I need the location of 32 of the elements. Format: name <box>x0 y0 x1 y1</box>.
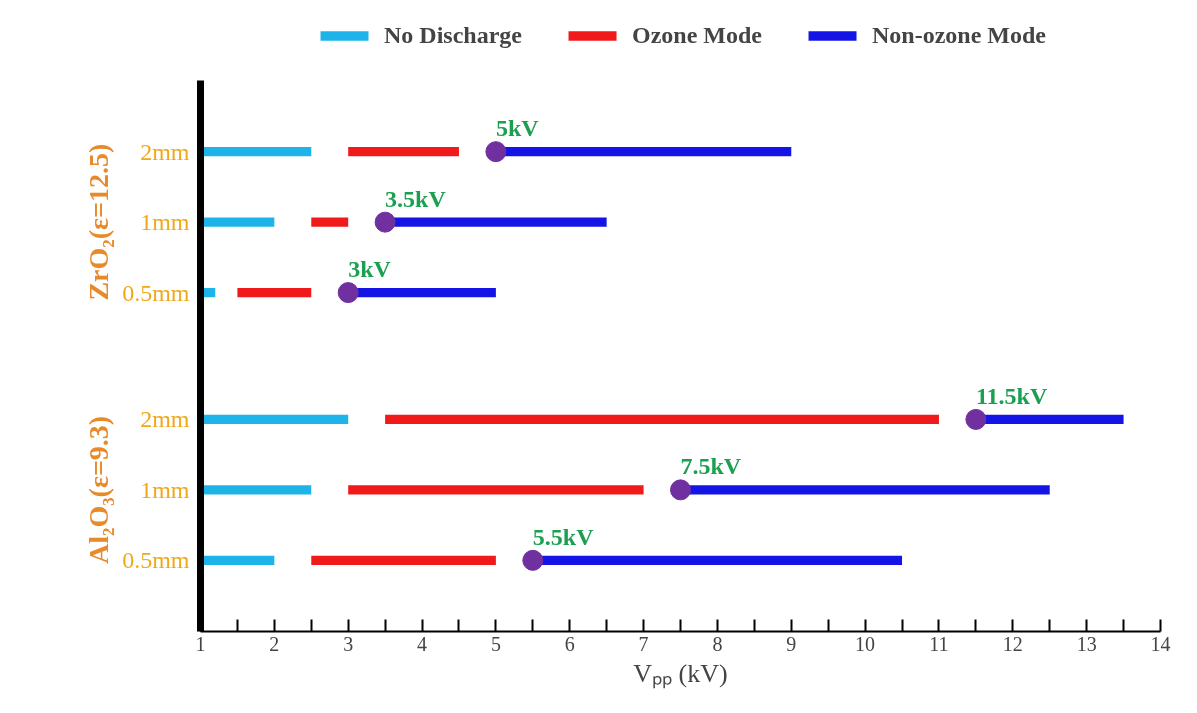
y-tick-label: 1mm <box>140 209 190 236</box>
x-tick-label: 2 <box>269 632 280 655</box>
x-axis-title: Vₚₚ (kV) <box>633 658 728 689</box>
data-label: 3kV <box>348 256 392 283</box>
text: Al₂O₃(ε=9.3) <box>83 415 115 564</box>
x-tick-label: 8 <box>712 632 723 655</box>
x-tick-label: 10 <box>855 632 876 655</box>
legend-label: Non-ozone Mode <box>871 21 1046 49</box>
legend-label: No Discharge <box>384 21 523 49</box>
x-tick-label: 14 <box>1150 632 1171 655</box>
legend-label: Ozone Mode <box>632 21 762 49</box>
y-tick-label: 0.5mm <box>122 279 190 306</box>
x-tick-label: 12 <box>1002 632 1023 655</box>
y-tick-label: 0.5mm <box>122 547 190 574</box>
y-tick-label: 2mm <box>140 138 190 165</box>
data-label: 7.5kV <box>680 453 742 480</box>
x-tick-label: 5 <box>490 632 501 655</box>
x-tick-label: 4 <box>417 632 428 655</box>
data-label: 11.5kV <box>975 382 1048 409</box>
x-tick-label: 7 <box>638 632 649 655</box>
data-label: 3.5kV <box>385 185 447 212</box>
x-tick-label: 13 <box>1076 632 1097 655</box>
text: ZrO₂(ε=12.5) <box>83 143 115 301</box>
x-tick-label: 1 <box>195 632 206 655</box>
x-tick-label: 6 <box>564 632 575 655</box>
y-tick-label: 2mm <box>140 406 190 433</box>
x-tick-label: 11 <box>929 632 949 655</box>
data-label: 5kV <box>495 115 540 142</box>
data-label: 5.5kV <box>532 523 595 550</box>
x-tick-label: 3 <box>343 632 354 655</box>
y-tick-label: 1mm <box>140 476 190 503</box>
x-tick-label: 9 <box>786 632 797 655</box>
